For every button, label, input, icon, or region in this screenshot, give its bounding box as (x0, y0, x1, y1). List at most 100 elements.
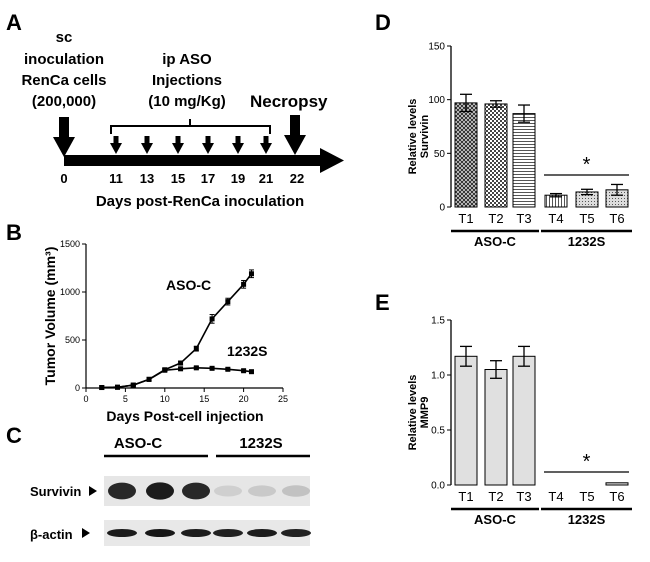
injection-arrow-shaft (144, 136, 150, 144)
bar (484, 103, 508, 208)
injection-line-3: (10 mg/Kg) (148, 93, 226, 110)
y-axis-label-line: MMP9 (419, 397, 431, 429)
blot-row-1-marker-icon (89, 486, 97, 496)
inoculation-line-3: RenCa cells (21, 72, 106, 89)
survivin-band (146, 482, 174, 500)
injection-arrow-shaft (235, 136, 241, 144)
survivin-band (282, 485, 310, 497)
day-labels: 0 11 13 15 17 19 21 22 (60, 171, 304, 186)
data-point (193, 365, 199, 371)
group-label: 1232S (568, 234, 606, 249)
y-tick-label: 1.0 (431, 371, 445, 382)
injection-line-2: Injections (152, 72, 222, 89)
survivin-band (108, 482, 136, 500)
x-tick-label: 0 (83, 394, 88, 404)
panel-e-bar-chart: E 0.0 0.5 1.0 1.5 Relative levels MMP9 T1 T2 T3 T… (375, 290, 632, 527)
injection-arrow-head (172, 143, 184, 154)
y-axis-label-line: Relative levels (407, 375, 419, 451)
group-label: ASO-C (474, 234, 517, 249)
y-tick-label: 1.5 (431, 316, 445, 327)
actin-band (181, 529, 211, 537)
y-axis-label-line: Survivin (419, 115, 431, 159)
injection-arrow-shaft (175, 136, 181, 144)
y-tick-label: 0 (439, 203, 445, 214)
survivin-band (182, 482, 210, 500)
y-tick-label: 50 (434, 149, 446, 160)
data-point (248, 271, 254, 277)
actin-band (213, 529, 243, 537)
category-label: T4 (548, 489, 563, 504)
y-axis-label: Tumor Volume (mm³) (42, 247, 58, 386)
data-point (241, 368, 247, 374)
category-label: T5 (579, 489, 594, 504)
timeline-xlabel: Days post-RenCa inoculation (96, 193, 304, 210)
day-label: 15 (171, 171, 185, 186)
y-axis-label-line: Relative levels (407, 99, 419, 175)
group-label: ASO-C (474, 512, 517, 527)
series-label-1232s: 1232S (227, 343, 267, 359)
injection-arrows (110, 136, 272, 154)
inoculation-line-2: inoculation (24, 51, 104, 68)
panel-e-letter: E (375, 290, 390, 315)
category-label: T2 (488, 489, 503, 504)
significance-star: * (583, 451, 591, 473)
data-point (115, 384, 121, 390)
series-label-aso-c: ASO-C (166, 277, 211, 293)
data-point (178, 366, 184, 372)
category-label: T2 (488, 211, 503, 226)
actin-band (247, 529, 277, 537)
category-label: T3 (516, 489, 531, 504)
x-tick-label: 15 (199, 394, 209, 404)
injection-line-1: ip ASO (162, 51, 212, 68)
data-point (193, 346, 199, 352)
panel-c-letter: C (6, 423, 22, 448)
data-point (178, 360, 184, 366)
blot-row-2-label: β-actin (30, 527, 73, 542)
inoculation-arrow (53, 117, 75, 157)
data-point (225, 366, 231, 372)
y-tick-label: 0.5 (431, 426, 445, 437)
injection-arrow-shaft (205, 136, 211, 144)
y-tick-label: 0 (75, 383, 80, 393)
category-label: T1 (458, 211, 473, 226)
x-tick-label: 25 (278, 394, 288, 404)
data-point (130, 382, 136, 388)
bar (512, 113, 536, 208)
x-axis-label: Days Post-cell injection (106, 408, 263, 424)
day-label: 17 (201, 171, 215, 186)
day-label: 19 (231, 171, 245, 186)
survivin-band (214, 485, 242, 497)
data-point (99, 385, 105, 391)
bar (484, 369, 508, 486)
actin-band (145, 529, 175, 537)
category-label: T4 (548, 211, 563, 226)
category-label: T6 (609, 489, 624, 504)
panel-d-bar-chart: D 0 50 100 150 Relative levels Survivin T1 T2 T3… (375, 10, 632, 249)
category-label: T3 (516, 211, 531, 226)
bar (454, 355, 478, 486)
y-tick-label: 500 (65, 335, 80, 345)
day-label: 22 (290, 171, 304, 186)
actin-band (107, 529, 137, 537)
survivin-band (248, 485, 276, 497)
panel-b-line-chart: B 0 5 10 15 20 25 0 500 1000 1500 Days Post-cell i… (6, 220, 288, 424)
data-point (162, 367, 168, 373)
injection-arrow-shaft (263, 136, 269, 144)
panel-c-western-blot: C ASO-C 1232S Survivin β-actin (6, 423, 311, 546)
data-point (209, 365, 215, 371)
panel-a-timeline: A sc inoculation RenCa cells (200,000) i… (6, 10, 344, 210)
category-label: T5 (579, 211, 594, 226)
category-label: T1 (458, 489, 473, 504)
blot-group-1-label: ASO-C (114, 435, 163, 452)
day-label: 11 (109, 171, 123, 186)
necropsy-arrow (284, 115, 306, 155)
panel-a-letter: A (6, 10, 22, 35)
inoculation-text: sc inoculation RenCa cells (200,000) (21, 29, 106, 110)
x-tick-label: 5 (123, 394, 128, 404)
blot-row-1-label: Survivin (30, 484, 81, 499)
panel-d-letter: D (375, 10, 391, 35)
y-tick-label: 0.0 (431, 481, 445, 492)
blot-group-2-label: 1232S (239, 435, 282, 452)
day-label: 0 (60, 171, 67, 186)
